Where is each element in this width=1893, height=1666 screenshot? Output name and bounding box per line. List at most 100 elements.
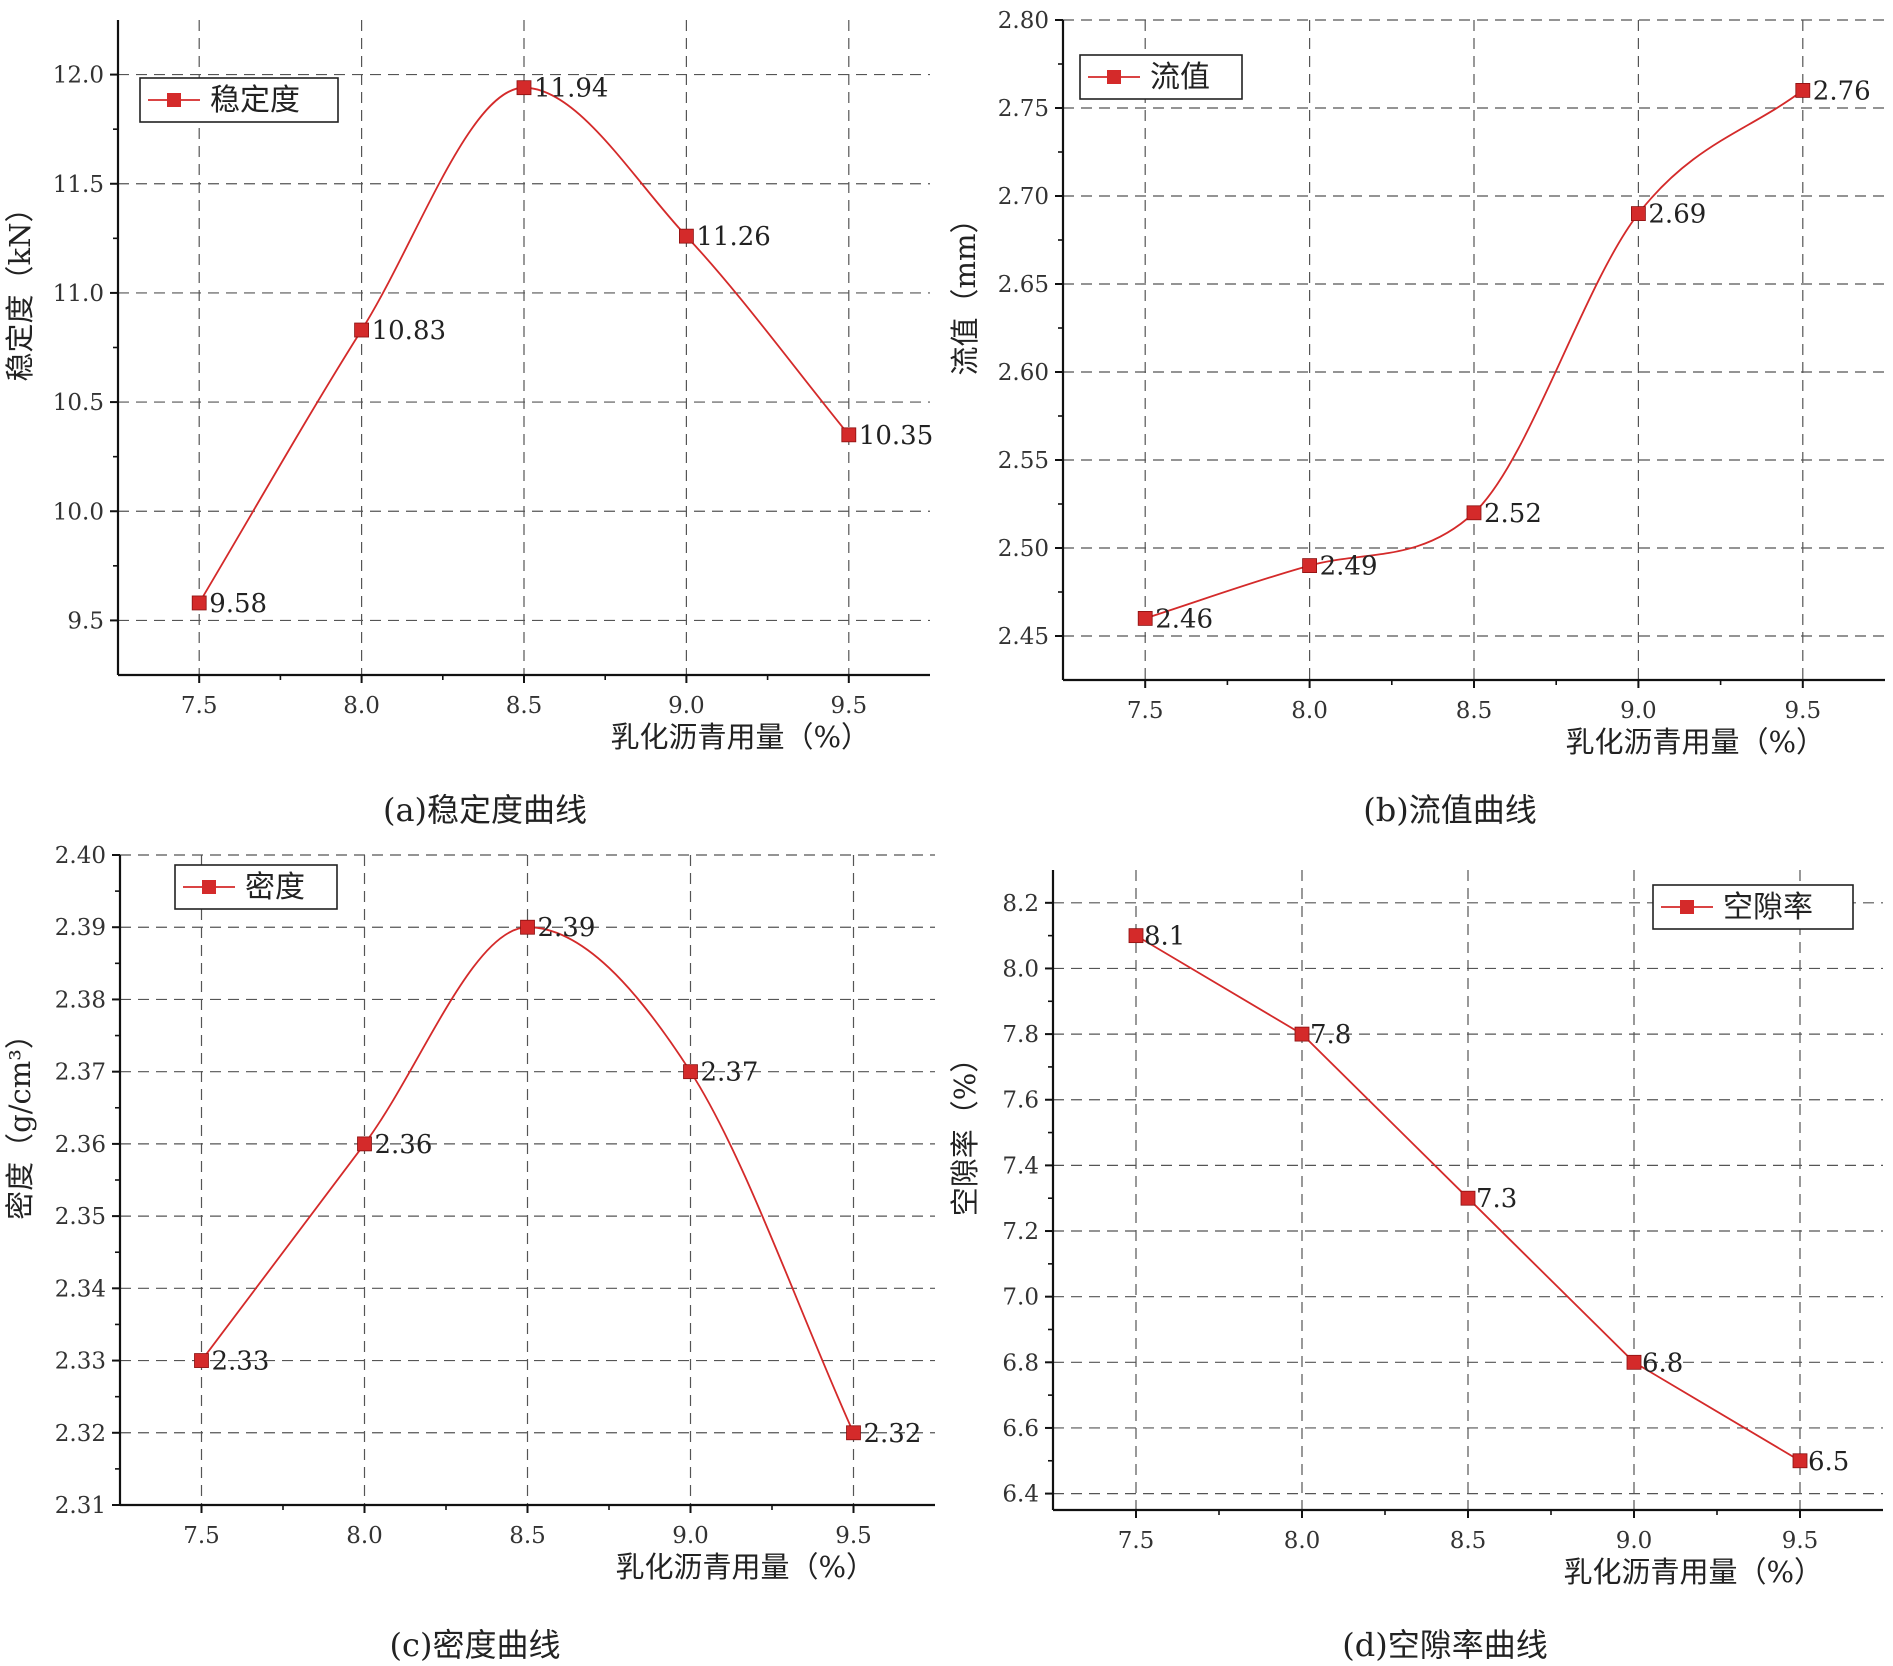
x-tick-label: 9.0 xyxy=(668,693,705,719)
x-tick-label: 9.5 xyxy=(1782,1528,1819,1554)
gridlines xyxy=(120,854,935,1506)
x-tick-label: 7.5 xyxy=(181,693,218,719)
data-point xyxy=(357,1136,372,1152)
y-tick-label: 2.60 xyxy=(998,360,1049,386)
y-tick-label: 6.6 xyxy=(1002,1416,1039,1442)
data-label: 10.35 xyxy=(859,421,933,451)
data-point xyxy=(1294,1026,1310,1042)
y-tick-label: 8.0 xyxy=(1002,956,1039,982)
x-axis-title: 乳化沥青用量（%） xyxy=(615,1550,875,1584)
y-tick-labels: 9.5 10.0 10.5 11.0 11.5 12.0 xyxy=(53,63,118,634)
y-tick-label: 6.8 xyxy=(1002,1350,1039,1376)
legend: 稳定度 xyxy=(139,77,339,123)
y-tick-labels: 6.4 6.6 6.8 7.0 7.2 7.4 7.6 7.8 8.0 8.2 xyxy=(1002,891,1053,1508)
data-label: 8.1 xyxy=(1144,922,1185,952)
flow-value-chart: 7.5 8.0 8.5 9.0 9.52.452.502.552.602.652.702… xyxy=(948,8,1885,759)
data-label: 7.8 xyxy=(1310,1020,1351,1050)
y-tick-label: 2.80 xyxy=(998,8,1049,34)
legend-label: 稳定度 xyxy=(210,83,300,118)
y-tick-label: 2.31 xyxy=(55,1493,106,1519)
legend-label: 空隙率 xyxy=(1723,890,1813,925)
data-point xyxy=(516,80,532,96)
data-point xyxy=(1466,505,1482,521)
x-axis-title: 乳化沥青用量（%） xyxy=(1563,1555,1823,1589)
caption-c: (c)密度曲线 xyxy=(389,1626,561,1664)
data-label: 2.39 xyxy=(538,913,596,943)
y-tick-label: 2.34 xyxy=(55,1276,106,1302)
y-tick-label: 2.40 xyxy=(55,843,106,869)
data-label: 2.36 xyxy=(375,1130,433,1160)
data-point xyxy=(354,322,370,338)
y-tick-label: 10.5 xyxy=(53,390,104,416)
caption-b: (b)流值曲线 xyxy=(1363,791,1537,829)
stability-chart: 7.5 8.0 8.5 9.0 9.5 9.5 10.0 10.5 11.0 11.5 12.0 乳化… xyxy=(3,20,933,754)
y-axis-title: 稳定度（kN） xyxy=(3,194,37,382)
x-tick-label: 8.5 xyxy=(1450,1528,1487,1554)
void-ratio-chart: 7.5 8.0 8.5 9.0 9.56.46.66.87.07.27.47.67.88… xyxy=(948,870,1883,1589)
y-tick-label: 12.0 xyxy=(53,63,104,89)
x-tick-labels: 7.5 8.0 8.5 9.0 9.5 xyxy=(183,1505,872,1549)
data-point xyxy=(683,1064,698,1080)
y-tick-label: 2.36 xyxy=(55,1132,106,1158)
data-point xyxy=(191,595,207,611)
x-axis-title: 乳化沥青用量（%） xyxy=(610,720,870,754)
x-tick-label: 8.5 xyxy=(506,693,543,719)
y-axis-title: 流值（mm） xyxy=(948,205,982,376)
y-tick-label: 2.50 xyxy=(998,536,1049,562)
y-tick-label: 2.65 xyxy=(998,272,1049,298)
y-tick-labels: 2.45 2.50 2.55 2.60 2.65 2.70 2.75 2.80 xyxy=(998,8,1063,650)
y-tick-label: 2.70 xyxy=(998,184,1049,210)
y-tick-label: 7.6 xyxy=(1002,1088,1039,1114)
data-label: 11.94 xyxy=(534,74,608,104)
y-tick-label: 2.33 xyxy=(55,1349,106,1375)
data-label: 2.76 xyxy=(1813,76,1871,106)
data-points: 2.33 2.36 2.39 2.37 2.32 xyxy=(194,913,922,1449)
x-tick-labels: 7.5 8.0 8.5 9.0 9.5 xyxy=(181,675,867,719)
x-tick-label: 9.5 xyxy=(1785,698,1822,724)
x-tick-label: 8.0 xyxy=(346,1523,383,1549)
legend-label: 密度 xyxy=(245,870,305,905)
y-tick-label: 7.2 xyxy=(1002,1219,1039,1245)
y-tick-label: 2.35 xyxy=(55,1204,106,1230)
y-tick-label: 2.55 xyxy=(998,448,1049,474)
data-label: 9.58 xyxy=(209,589,267,619)
data-label: 2.32 xyxy=(864,1419,922,1449)
y-tick-labels: 2.31 2.32 2.33 2.34 2.35 2.36 2.37 2.38 2.39 2.40 xyxy=(55,843,120,1519)
data-label: 2.33 xyxy=(212,1347,270,1377)
y-tick-label: 10.0 xyxy=(53,499,104,525)
data-points: 9.58 10.83 11.94 11.26 10.35 xyxy=(191,74,933,619)
x-tick-label: 8.5 xyxy=(1456,698,1493,724)
y-tick-label: 8.2 xyxy=(1002,891,1039,917)
y-tick-label: 7.4 xyxy=(1002,1153,1039,1179)
x-axis-title: 乳化沥青用量（%） xyxy=(1565,725,1825,759)
y-tick-label: 2.37 xyxy=(55,1060,106,1086)
y-tick-label: 6.4 xyxy=(1002,1482,1039,1508)
data-point xyxy=(1795,83,1811,98)
data-point xyxy=(1137,611,1153,626)
y-tick-label: 2.75 xyxy=(998,96,1049,122)
legend: 空隙率 xyxy=(1652,884,1854,930)
y-tick-label: 7.0 xyxy=(1002,1285,1039,1311)
data-point xyxy=(194,1353,209,1368)
data-points: 2.46 2.49 2.52 2.69 2.76 xyxy=(1137,76,1871,634)
x-tick-label: 9.5 xyxy=(831,693,868,719)
y-tick-label: 7.8 xyxy=(1002,1022,1039,1048)
legend: 流值 xyxy=(1079,54,1243,100)
data-point xyxy=(1792,1453,1808,1469)
data-label: 6.5 xyxy=(1808,1447,1849,1477)
x-tick-label: 9.0 xyxy=(1616,1528,1653,1554)
x-tick-label: 7.5 xyxy=(183,1523,220,1549)
x-tick-labels: 7.5 8.0 8.5 9.0 9.5 xyxy=(1118,1510,1819,1554)
x-tick-labels: 7.5 8.0 8.5 9.0 9.5 xyxy=(1127,680,1821,724)
data-point xyxy=(1631,206,1646,222)
legend-marker xyxy=(1107,70,1121,84)
x-tick-label: 8.0 xyxy=(1291,698,1328,724)
x-tick-label: 8.0 xyxy=(343,693,380,719)
legend-marker xyxy=(202,880,216,894)
caption-d: (d)空隙率曲线 xyxy=(1342,1626,1548,1664)
data-point xyxy=(520,919,535,935)
y-tick-label: 2.38 xyxy=(55,987,106,1013)
legend: 密度 xyxy=(174,864,338,910)
data-label: 10.83 xyxy=(372,316,446,346)
